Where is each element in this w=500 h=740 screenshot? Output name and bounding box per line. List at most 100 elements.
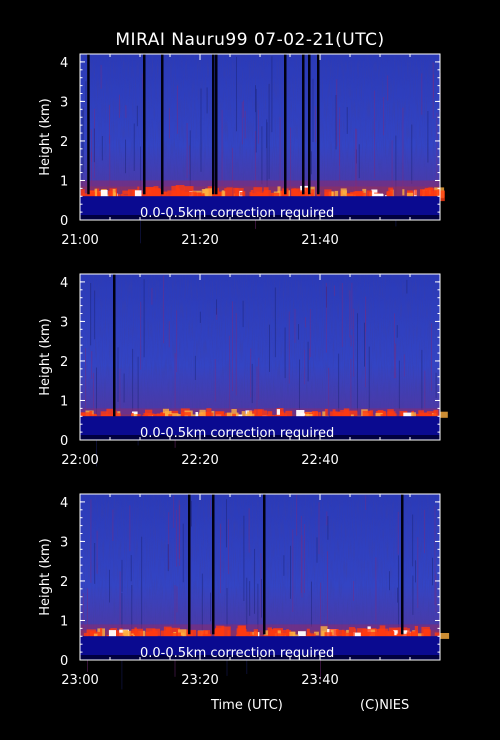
noise-streak xyxy=(351,282,353,330)
x-tick-label: 23:00 xyxy=(61,673,98,688)
noise-streak xyxy=(132,348,134,413)
noise-streak xyxy=(243,100,244,118)
cloud-echo xyxy=(122,629,129,636)
cloud-echo xyxy=(197,630,206,637)
noise-streak xyxy=(338,353,340,425)
cloud-echo xyxy=(320,626,328,638)
noise-streak xyxy=(136,105,138,127)
noise-streak xyxy=(318,502,320,555)
correction-note: 0.0-0.5km correction required xyxy=(140,646,334,661)
noise-streak xyxy=(365,495,367,510)
y-tick-label: 3 xyxy=(60,315,68,330)
cloud-echo xyxy=(287,190,290,199)
noise-streak xyxy=(412,514,414,567)
noise-streak xyxy=(143,279,145,358)
cloud-echo xyxy=(144,187,154,200)
cloud-echo xyxy=(307,632,311,638)
cloud-echo xyxy=(421,626,430,637)
noise-streak xyxy=(256,366,258,441)
noise-streak xyxy=(383,97,384,136)
cloud-echo xyxy=(270,629,278,637)
data-gap xyxy=(113,274,116,417)
noise-streak xyxy=(415,560,416,583)
cloud-echo xyxy=(289,631,296,637)
noise-streak xyxy=(304,524,305,593)
noise-streak xyxy=(311,151,312,175)
noise-streak xyxy=(81,111,83,198)
cloud-echo xyxy=(329,629,339,639)
data-gap xyxy=(317,54,320,195)
noise-streak xyxy=(117,347,119,402)
cloud-echo xyxy=(263,187,269,198)
noise-streak xyxy=(261,579,262,618)
cloud-echo xyxy=(439,411,448,418)
noise-streak xyxy=(433,74,434,98)
noise-streak xyxy=(125,139,126,174)
noise-streak xyxy=(254,548,255,614)
cloud-echo xyxy=(434,632,440,636)
cloud-echo xyxy=(277,186,281,198)
noise-streak xyxy=(167,544,169,572)
noise-streak xyxy=(210,499,211,517)
noise-streak xyxy=(214,359,216,402)
noise-streak xyxy=(288,311,290,384)
cloud-echo xyxy=(276,409,280,419)
noise-streak xyxy=(255,85,256,113)
cloud-echo xyxy=(245,631,253,639)
noise-streak xyxy=(327,516,329,540)
x-tick-label: 22:00 xyxy=(61,453,98,468)
cloud-echo xyxy=(411,631,418,638)
noise-streak xyxy=(403,354,405,377)
noise-streak xyxy=(176,310,178,373)
cloud-echo xyxy=(80,189,85,197)
cloud-echo xyxy=(181,632,185,637)
credit-label: (C)NIES xyxy=(360,698,410,713)
noise-streak xyxy=(298,324,299,340)
noise-streak xyxy=(82,107,84,173)
noise-streak xyxy=(241,101,243,145)
noise-streak xyxy=(311,581,312,627)
noise-streak xyxy=(206,87,208,114)
noise-streak xyxy=(189,145,191,175)
noise-streak xyxy=(176,586,178,613)
cloud-echo xyxy=(345,632,355,640)
data-gap xyxy=(215,54,218,195)
noise-streak xyxy=(395,343,396,378)
noise-streak xyxy=(356,128,358,203)
noise-streak xyxy=(194,355,196,380)
noise-streak xyxy=(232,301,233,391)
noise-streak xyxy=(387,75,389,101)
noise-streak xyxy=(91,351,93,379)
noise-streak xyxy=(174,353,176,448)
y-tick-label: 4 xyxy=(60,276,68,291)
data-gap xyxy=(302,54,305,195)
cloud-echo xyxy=(298,631,306,641)
cloud-echo xyxy=(406,192,414,198)
cloud-echo xyxy=(88,191,95,198)
noise-streak xyxy=(432,557,433,586)
noise-streak xyxy=(305,317,306,328)
noise-streak xyxy=(279,117,281,207)
noise-streak xyxy=(300,515,302,593)
noise-streak xyxy=(411,124,413,184)
noise-streak xyxy=(163,275,164,344)
noise-streak xyxy=(90,499,92,583)
x-tick-label: 21:40 xyxy=(301,233,338,248)
noise-streak xyxy=(101,136,103,161)
cloud-echo xyxy=(340,188,347,197)
near-surface-band xyxy=(80,416,440,440)
y-tick-label: 2 xyxy=(60,135,68,150)
y-tick-label: 3 xyxy=(60,535,68,550)
noise-streak xyxy=(398,555,399,632)
noise-streak xyxy=(435,372,437,398)
cloud-echo xyxy=(305,414,313,418)
cloud-echo xyxy=(253,187,263,199)
cloud-echo xyxy=(290,188,299,197)
data-gap xyxy=(401,494,404,635)
noise-streak xyxy=(406,279,408,294)
noise-streak xyxy=(364,322,365,367)
noise-streak xyxy=(339,107,341,182)
cloud-echo xyxy=(106,408,116,420)
noise-streak xyxy=(424,509,425,554)
cloud-echo xyxy=(264,630,269,638)
